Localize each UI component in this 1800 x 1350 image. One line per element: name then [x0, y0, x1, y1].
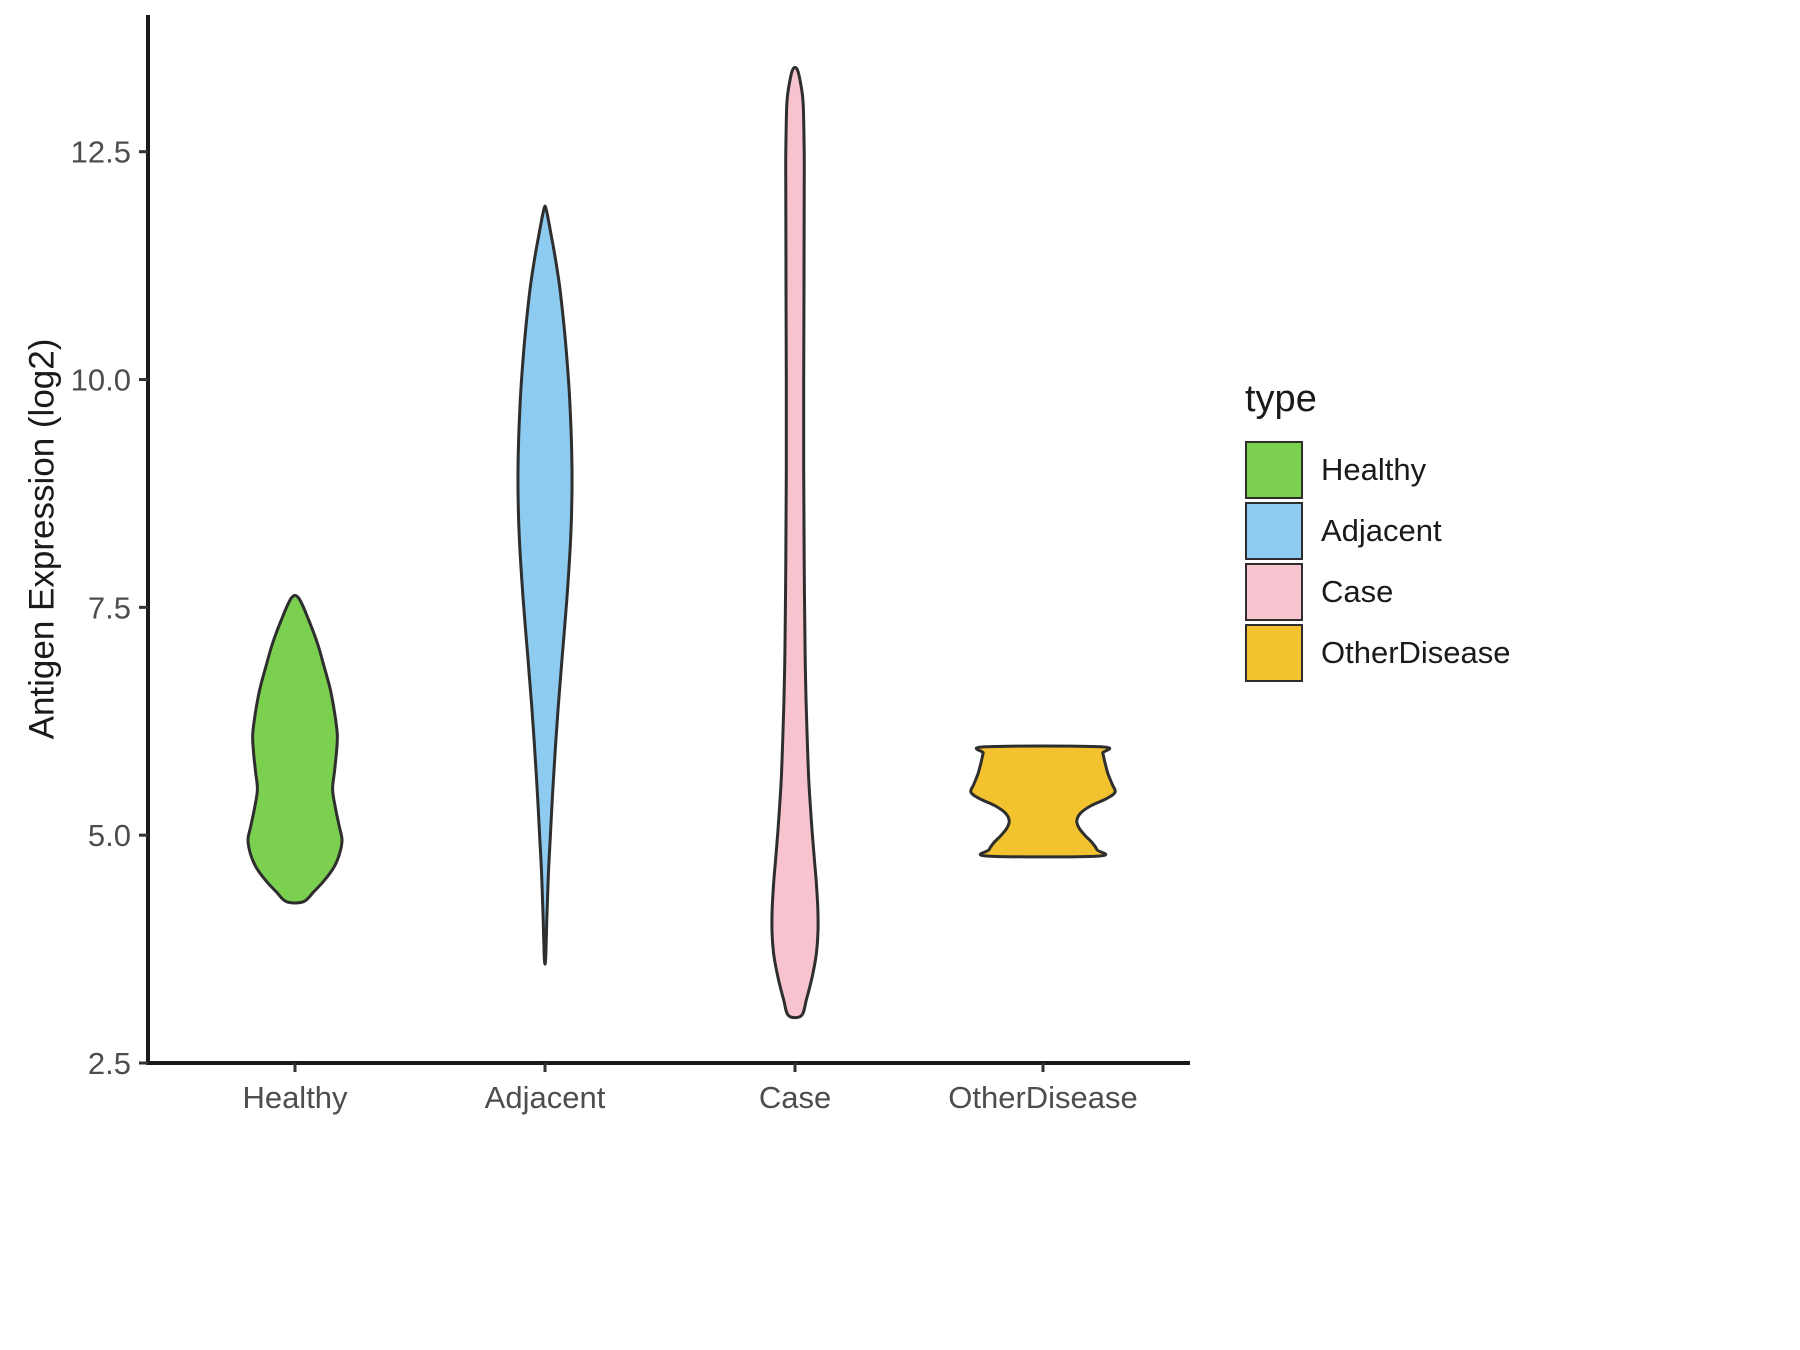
- legend-key-swatch: [1245, 624, 1303, 682]
- violin-case: [770, 65, 820, 1020]
- legend: type Healthy Adjacent Case OtherDisease: [1245, 378, 1511, 685]
- legend-item-label: Adjacent: [1321, 513, 1442, 548]
- x-tick-label-otherdisease: OtherDisease: [948, 1080, 1138, 1115]
- legend-title: type: [1245, 378, 1317, 420]
- legend-items: Healthy Adjacent Case OtherDisease: [1245, 441, 1511, 682]
- y-tick-label: 7.5: [88, 590, 131, 625]
- legend-item-label: OtherDisease: [1321, 635, 1511, 670]
- violin-adjacent: [516, 204, 574, 966]
- x-tick-label-adjacent: Adjacent: [485, 1080, 606, 1115]
- y-tick-label: 5.0: [88, 818, 131, 853]
- y-tick-label: 2.5: [88, 1046, 131, 1081]
- violins-group: [246, 65, 1117, 1020]
- x-tick-label-healthy: Healthy: [242, 1080, 348, 1115]
- legend-item-case: Case: [1245, 563, 1511, 621]
- x-tick-label-case: Case: [759, 1080, 831, 1115]
- legend-key-swatch: [1245, 563, 1303, 621]
- violin-otherdisease: [969, 744, 1117, 859]
- violin-healthy: [246, 593, 344, 905]
- y-axis-title: Antigen Expression (log2): [22, 339, 61, 740]
- legend-key-swatch: [1245, 441, 1303, 499]
- legend-item-adjacent: Adjacent: [1245, 502, 1511, 560]
- legend-item-label: Case: [1321, 574, 1394, 609]
- legend-key-swatch: [1245, 502, 1303, 560]
- axes-group: [146, 15, 1190, 1065]
- ticks-group: [139, 150, 1045, 1072]
- legend-item-healthy: Healthy: [1245, 441, 1511, 499]
- legend-item-otherdisease: OtherDisease: [1245, 624, 1511, 682]
- y-tick-label: 10.0: [71, 363, 131, 398]
- legend-item-label: Healthy: [1321, 452, 1427, 487]
- y-tick-label: 12.5: [71, 135, 131, 170]
- tick-labels-group: 2.5 5.0 7.5 10.0 12.5 Healthy Adjacent Case Othe…: [71, 135, 1138, 1115]
